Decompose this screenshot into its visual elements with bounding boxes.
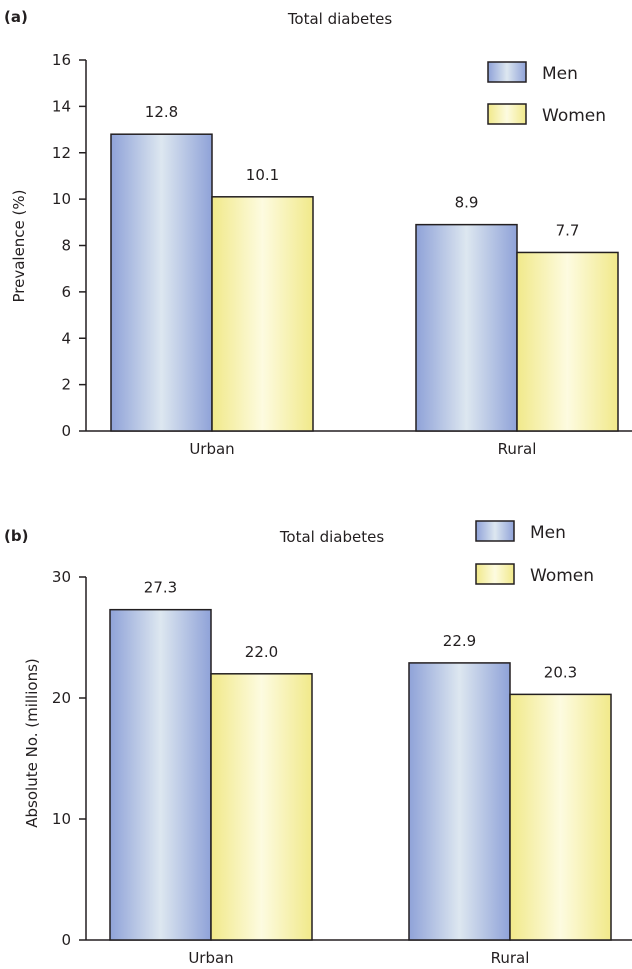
data-label: 12.8 xyxy=(145,103,178,121)
legend-swatch-women xyxy=(487,103,527,125)
data-label: 22.0 xyxy=(245,643,278,661)
bar-women-rural xyxy=(516,251,619,432)
bar-women-rural xyxy=(509,693,612,941)
panel-a-plot-area: 0 2 4 6 8 10 12 14 16 12.8 10.1 Urban 8.9 7.7 Rural xyxy=(52,51,632,458)
y-tick-label: 30 xyxy=(52,568,71,586)
y-tick-label: 10 xyxy=(52,810,71,828)
y-tick-label: 2 xyxy=(61,376,71,394)
panel-a: (a) Total diabetes Prevalence (%) 0 2 4 6 8 1… xyxy=(4,8,632,458)
y-tick-label: 10 xyxy=(52,190,71,208)
x-category-label: Urban xyxy=(189,440,234,458)
bar-men-rural xyxy=(408,662,511,941)
y-tick-label: 12 xyxy=(52,144,71,162)
legend-swatch-men xyxy=(475,520,515,542)
panel-a-legend: Men Women xyxy=(487,61,606,126)
x-category-label: Rural xyxy=(491,949,530,967)
panel-b-plot-area: 0 10 20 30 27.3 22.0 Urban 22.9 20.3 Rural xyxy=(52,568,632,967)
bar-women-urban xyxy=(210,673,313,941)
panel-b-legend: Men Women xyxy=(475,520,594,586)
data-label: 10.1 xyxy=(246,166,279,184)
bar-women-urban xyxy=(211,196,314,432)
y-tick-label: 8 xyxy=(61,237,71,255)
data-label: 20.3 xyxy=(544,663,577,681)
legend-label-men: Men xyxy=(542,64,578,84)
panel-a-title: Total diabetes xyxy=(287,10,393,28)
y-tick-label: 6 xyxy=(61,283,71,301)
data-label: 22.9 xyxy=(443,632,476,650)
y-tick-label: 0 xyxy=(61,422,71,440)
bar-men-rural xyxy=(415,223,518,432)
legend-label-women: Women xyxy=(530,566,594,586)
legend-label-men: Men xyxy=(530,523,566,543)
data-label: 27.3 xyxy=(144,579,177,597)
y-tick-label: 0 xyxy=(61,931,71,949)
panel-b-tag: (b) xyxy=(4,527,28,545)
y-tick-label: 14 xyxy=(52,97,71,115)
legend-swatch-men xyxy=(487,61,527,83)
panel-b: (b) Total diabetes Absolute No. (million… xyxy=(4,520,632,967)
legend-label-women: Women xyxy=(542,106,606,126)
bar-men-urban xyxy=(109,608,212,941)
x-category-label: Rural xyxy=(498,440,537,458)
data-label: 7.7 xyxy=(556,221,580,239)
y-tick-label: 20 xyxy=(52,689,71,707)
x-category-label: Urban xyxy=(188,949,233,967)
bar-men-urban xyxy=(110,133,213,432)
panel-a-y-axis-label: Prevalence (%) xyxy=(10,189,28,302)
data-label: 8.9 xyxy=(455,194,479,212)
y-tick-label: 16 xyxy=(52,51,71,69)
y-tick-label: 4 xyxy=(61,329,71,347)
panel-b-title: Total diabetes xyxy=(279,528,385,546)
panel-a-tag: (a) xyxy=(4,8,28,26)
legend-swatch-women xyxy=(475,563,515,585)
panel-b-y-axis-label: Absolute No. (millions) xyxy=(23,658,41,827)
